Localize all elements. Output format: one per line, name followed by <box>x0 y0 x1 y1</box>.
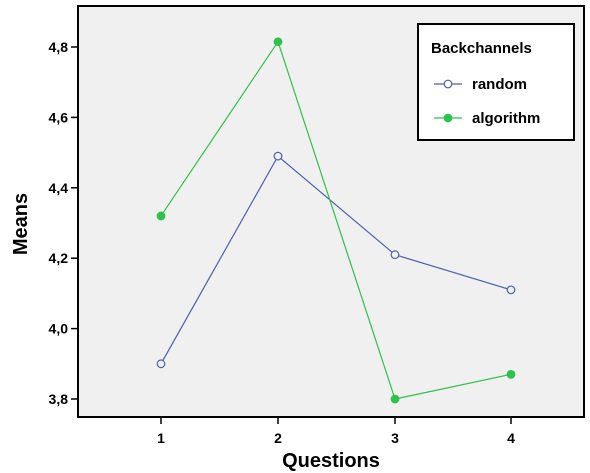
x-tick-label: 4 <box>507 430 515 446</box>
x-axis-title: Questions <box>282 450 380 472</box>
x-axis: 1 2 3 4 <box>157 417 515 446</box>
legend-title: Backchannels <box>431 40 532 57</box>
legend-label-algorithm: algorithm <box>472 110 540 127</box>
y-axis-title: Means <box>10 193 32 255</box>
x-tick-label: 3 <box>391 430 399 446</box>
y-tick-label: 3,8 <box>49 391 69 407</box>
legend-box <box>417 23 575 141</box>
legend-label-random: random <box>472 76 527 93</box>
series-line-algorithm <box>160 40 512 400</box>
y-tick-label: 4,2 <box>49 250 69 266</box>
y-tick-label: 4,4 <box>49 180 69 196</box>
data-point-random <box>390 250 400 260</box>
x-tick-label: 2 <box>274 430 282 446</box>
data-point-algorithm <box>273 37 283 47</box>
legend-marker-random <box>443 79 453 89</box>
data-point-algorithm <box>156 211 166 221</box>
series-line-random <box>160 155 512 365</box>
y-tick-label: 4,0 <box>49 321 69 337</box>
data-point-random <box>506 285 516 295</box>
y-tick-label: 4,8 <box>49 39 69 55</box>
data-point-random <box>273 151 283 161</box>
legend-marker-algorithm <box>443 113 453 123</box>
y-axis: 3,8 4,0 4,2 4,4 4,6 4,8 <box>49 39 78 407</box>
y-tick-label: 4,6 <box>49 109 69 125</box>
data-point-algorithm <box>506 369 516 379</box>
data-point-algorithm <box>390 394 400 404</box>
series-layer <box>156 37 516 404</box>
legend: Backchannels random algorithm <box>417 23 575 141</box>
data-point-random <box>156 359 166 369</box>
x-tick-label: 1 <box>157 430 165 446</box>
